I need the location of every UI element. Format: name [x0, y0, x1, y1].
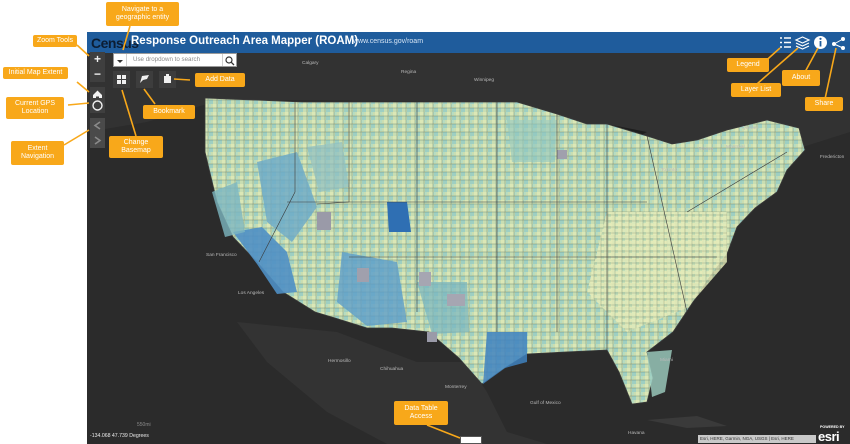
callout-about: About [782, 70, 820, 86]
map-label: Fredericton [820, 155, 845, 160]
map-label: Chihuahua [380, 367, 404, 372]
map-label: Montreal [726, 145, 745, 150]
map-label: Gulf of Mexico [530, 401, 561, 406]
map-label: Havana [628, 431, 645, 436]
esri-logo[interactable]: esri [818, 429, 840, 444]
callout-navigate: Navigate to a geographic entity [106, 2, 179, 26]
legend-icon[interactable] [777, 34, 794, 51]
coordinates-readout: -134.068 47.739 Degrees [90, 433, 149, 439]
bookmark-icon [140, 75, 149, 83]
zoom-out-button[interactable]: − [90, 67, 105, 82]
callout-bookmark: Bookmark [143, 105, 195, 119]
home-icon [93, 90, 102, 99]
map-label: Toronto [661, 168, 677, 173]
basemap-gallery-button[interactable] [113, 71, 130, 88]
mexico-land [237, 322, 547, 444]
callout-gps: Current GPS Location [6, 97, 64, 119]
map-label: Calgary [302, 61, 319, 66]
search-dropdown-button[interactable] [114, 54, 127, 66]
zoom-in-button[interactable]: + [90, 52, 105, 67]
search-button[interactable] [222, 54, 236, 66]
about-icon[interactable] [812, 34, 829, 51]
map-label: Quebec [742, 126, 759, 131]
callout-initial-extent: Initial Map Extent [3, 67, 68, 79]
map-label: San Francisco [206, 253, 237, 258]
header-url[interactable]: www.census.gov/roam [353, 38, 424, 45]
chevron-down-icon [117, 60, 123, 63]
callout-zoom-tools: Zoom Tools [33, 35, 77, 47]
search-box: Use dropdown to search [113, 53, 237, 67]
map-label: Regina [401, 70, 417, 75]
callout-change-basemap: Change Basemap [109, 136, 163, 158]
map-label: Monterrey [445, 385, 467, 390]
bookmark-button[interactable] [136, 71, 153, 88]
canada-land [87, 52, 850, 182]
locate-icon [92, 100, 103, 111]
map-label: Los Angeles [238, 291, 265, 296]
data-table-toggle[interactable] [460, 436, 482, 444]
callout-add-data: Add Data [195, 73, 245, 87]
map-app [87, 32, 850, 444]
app-title: Response Outreach Area Mapper (ROAM) [131, 35, 359, 47]
arrow-right-icon [94, 136, 102, 145]
powered-by-text: POWERED BY [820, 425, 845, 429]
map-attribution[interactable]: Esri, HERE, Garmin, NGA, USGS | Esri, HE… [698, 435, 816, 443]
map-label: Hermosillo [328, 359, 351, 364]
callout-legend: Legend [727, 58, 769, 72]
search-input[interactable]: Use dropdown to search [133, 56, 201, 63]
callout-extent-nav: Extent Navigation [11, 141, 64, 165]
basemap-gallery-icon [117, 75, 126, 84]
cuba-land [647, 416, 727, 428]
map-label: Ottawa [698, 147, 714, 152]
arrow-left-icon [93, 121, 101, 130]
callout-share: Share [805, 97, 843, 111]
add-data-button[interactable] [159, 71, 176, 88]
callout-data-table: Data Table Access [394, 401, 448, 425]
map-label: Winnipeg [474, 78, 494, 83]
scale-bar: 550mi [137, 422, 151, 428]
search-icon [225, 56, 235, 66]
add-data-icon [164, 74, 171, 83]
share-icon[interactable] [830, 34, 847, 51]
choropleth-map[interactable] [87, 32, 850, 444]
extent-previous-button[interactable] [90, 118, 105, 133]
app-header: Census Response Outreach Area Mapper (RO… [87, 32, 850, 53]
map-label: Miami [660, 358, 673, 363]
gps-location-button[interactable] [90, 98, 105, 113]
extent-next-button[interactable] [90, 133, 105, 148]
callout-layer-list: Layer List [731, 83, 781, 97]
layer-list-icon[interactable] [794, 34, 811, 51]
